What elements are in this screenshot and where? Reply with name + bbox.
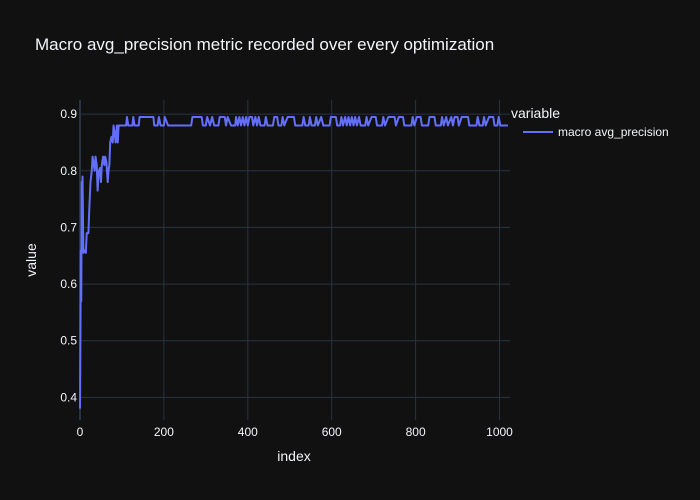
y-tick-label: 0.4 [60, 390, 77, 404]
y-tick-label: 0.9 [60, 107, 77, 121]
legend-title: variable [511, 105, 560, 121]
y-tick-label: 0.7 [60, 220, 77, 234]
series-layer[interactable] [79, 115, 508, 409]
x-tick-label: 1000 [486, 425, 513, 439]
series-line-0[interactable] [79, 115, 508, 409]
x-tick-label: 0 [77, 425, 84, 439]
x-tick-label: 200 [154, 425, 174, 439]
x-tick-label: 400 [238, 425, 258, 439]
x-axis-title: index [277, 448, 310, 464]
legend-label-macro-avg-precision: macro avg_precision [558, 125, 669, 139]
x-tick-labels: 0 200 400 600 800 1000 [77, 425, 514, 439]
y-tick-labels: 0.4 0.5 0.6 0.7 0.8 0.9 [60, 107, 77, 404]
chart-title: Macro avg_precision metric recorded over… [35, 35, 494, 54]
x-tick-label: 800 [406, 425, 426, 439]
y-axis-title: value [23, 243, 39, 277]
y-tick-label: 0.6 [60, 277, 77, 291]
x-tick-label: 600 [322, 425, 342, 439]
legend-item-macro-avg-precision[interactable]: macro avg_precision [523, 125, 669, 139]
legend[interactable]: variable macro avg_precision [511, 105, 669, 139]
y-tick-label: 0.5 [60, 334, 77, 348]
x-gridlines [163, 100, 501, 420]
y-tick-label: 0.8 [60, 164, 77, 178]
y-gridlines [80, 113, 510, 398]
